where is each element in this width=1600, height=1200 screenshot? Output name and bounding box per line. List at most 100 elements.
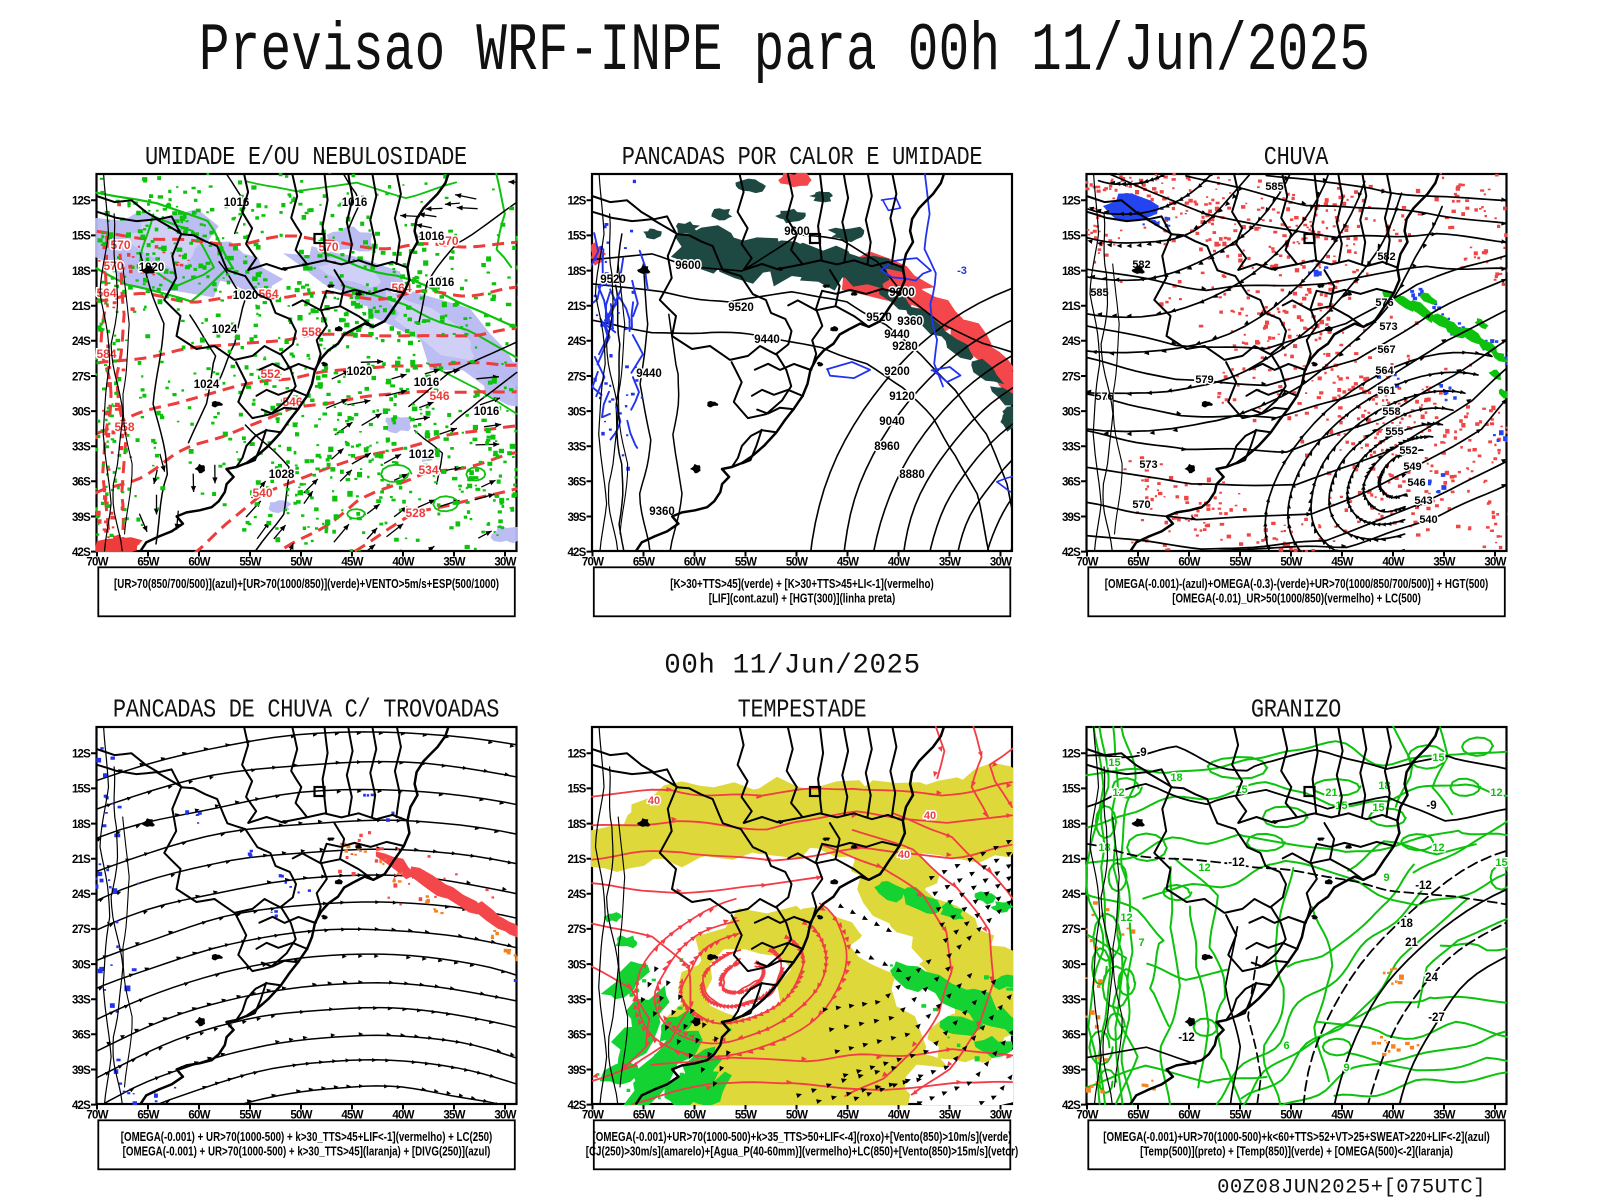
svg-text:18S: 18S (567, 266, 586, 278)
svg-text:PANCADAS DE CHUVA C/ TROVOADAS: PANCADAS DE CHUVA C/ TROVOADAS (113, 696, 499, 725)
svg-text:9360: 9360 (649, 506, 675, 518)
svg-text:35W: 35W (443, 557, 465, 569)
svg-text:45W: 45W (1331, 557, 1353, 569)
svg-text:[UR>70(850/700/500)](azul)+[UR: [UR>70(850/700/500)](azul)+[UR>70(1000/8… (114, 578, 499, 592)
svg-text:70W: 70W (1076, 557, 1098, 569)
svg-text:528: 528 (405, 506, 425, 520)
svg-text:36S: 36S (72, 1030, 91, 1042)
svg-text:534: 534 (418, 463, 438, 477)
svg-text:60W: 60W (1178, 1110, 1200, 1122)
svg-text:9520: 9520 (728, 302, 754, 314)
svg-text:18S: 18S (72, 819, 91, 831)
svg-text:50W: 50W (786, 1110, 808, 1122)
svg-text:33S: 33S (567, 442, 586, 454)
svg-text:30W: 30W (1484, 1110, 1506, 1122)
svg-text:-9: -9 (1136, 747, 1146, 759)
svg-text:21: 21 (1405, 937, 1418, 949)
svg-text:1024: 1024 (194, 379, 220, 391)
svg-text:1016: 1016 (414, 377, 440, 389)
svg-text:-12: -12 (1415, 880, 1432, 892)
svg-text:36S: 36S (567, 1030, 586, 1042)
svg-text:60W: 60W (684, 557, 706, 569)
svg-text:50W: 50W (786, 557, 808, 569)
svg-text:567: 567 (1377, 344, 1395, 356)
svg-text:15: 15 (1335, 800, 1347, 812)
svg-text:00h 11/Jun/2025: 00h 11/Jun/2025 (664, 651, 921, 682)
svg-text:558: 558 (1382, 406, 1400, 418)
svg-text:18: 18 (1170, 772, 1182, 784)
svg-text:35W: 35W (939, 1110, 961, 1122)
svg-text:15S: 15S (567, 231, 586, 243)
svg-text:579: 579 (1195, 374, 1213, 386)
svg-text:30S: 30S (1062, 959, 1081, 971)
svg-text:45W: 45W (341, 557, 363, 569)
svg-text:570: 570 (438, 234, 458, 248)
svg-text:570: 570 (1132, 499, 1150, 511)
svg-text:Previsao WRF-INPE para 00h 11: Previsao WRF-INPE para 00h 11/Jun/2025 (199, 14, 1370, 91)
svg-text:9: 9 (1343, 1062, 1349, 1074)
svg-text:70W: 70W (86, 557, 108, 569)
svg-text:30W: 30W (1484, 557, 1506, 569)
svg-text:42S: 42S (72, 1100, 91, 1112)
svg-text:558: 558 (301, 325, 321, 339)
svg-text:30W: 30W (990, 1110, 1012, 1122)
svg-text:50W: 50W (290, 557, 312, 569)
svg-text:15: 15 (1495, 857, 1507, 869)
svg-text:30S: 30S (72, 959, 91, 971)
svg-text:12: 12 (1490, 787, 1502, 799)
svg-text:21S: 21S (1062, 301, 1081, 313)
svg-text:24S: 24S (72, 889, 91, 901)
svg-text:-3: -3 (957, 265, 967, 277)
svg-text:60W: 60W (1178, 557, 1200, 569)
svg-text:573: 573 (1139, 459, 1157, 471)
svg-text:50W: 50W (1280, 1110, 1302, 1122)
svg-text:70W: 70W (1076, 1110, 1098, 1122)
svg-text:27S: 27S (567, 924, 586, 936)
svg-text:24S: 24S (72, 336, 91, 348)
svg-text:12S: 12S (1062, 749, 1081, 761)
svg-text:24S: 24S (1062, 336, 1081, 348)
svg-text:27S: 27S (72, 924, 91, 936)
svg-text:40W: 40W (392, 1110, 414, 1122)
svg-text:[LIF](cont.azul) + [HGT(300)](: [LIF](cont.azul) + [HGT(300)](linha pret… (709, 592, 896, 606)
svg-text:40: 40 (648, 795, 660, 807)
svg-text:7: 7 (1138, 937, 1144, 949)
svg-text:39S: 39S (72, 512, 91, 524)
svg-text:-9: -9 (1426, 800, 1436, 812)
svg-text:60W: 60W (684, 1110, 706, 1122)
svg-text:9280: 9280 (892, 341, 918, 353)
svg-text:564: 564 (1375, 365, 1394, 377)
svg-text:TEMPESTADE: TEMPESTADE (738, 696, 867, 725)
svg-text:8960: 8960 (874, 441, 900, 453)
svg-text:60W: 60W (188, 1110, 210, 1122)
svg-text:21S: 21S (72, 854, 91, 866)
svg-text:39S: 39S (72, 1065, 91, 1077)
svg-text:9600: 9600 (784, 226, 810, 238)
svg-text:15S: 15S (567, 784, 586, 796)
svg-text:[OMEGA(-0.01)_UR>50(1000/850)(: [OMEGA(-0.01)_UR>50(1000/850)(vermelho) … (1172, 592, 1421, 606)
svg-text:27S: 27S (72, 371, 91, 383)
svg-text:36S: 36S (567, 477, 586, 489)
svg-text:15S: 15S (1062, 231, 1081, 243)
svg-text:1016: 1016 (429, 277, 455, 289)
svg-text:561: 561 (1377, 385, 1395, 397)
svg-text:549: 549 (1403, 461, 1421, 473)
svg-text:12S: 12S (72, 749, 91, 761)
svg-text:30S: 30S (567, 959, 586, 971)
svg-text:12: 12 (1112, 787, 1124, 799)
svg-text:15: 15 (1108, 757, 1120, 769)
svg-text:36S: 36S (1062, 477, 1081, 489)
svg-text:15: 15 (1432, 752, 1444, 764)
svg-text:1016: 1016 (419, 231, 445, 243)
svg-text:15: 15 (1372, 802, 1384, 814)
svg-text:45W: 45W (1331, 1110, 1353, 1122)
svg-text:570: 570 (103, 259, 123, 273)
svg-text:40: 40 (924, 810, 936, 822)
svg-text:GRANIZO: GRANIZO (1251, 696, 1341, 725)
svg-text:27S: 27S (567, 371, 586, 383)
svg-text:CHUVA: CHUVA (1264, 143, 1329, 172)
svg-text:42S: 42S (72, 547, 91, 559)
svg-text:33S: 33S (1062, 442, 1081, 454)
svg-text:65W: 65W (1127, 1110, 1149, 1122)
svg-text:[OMEGA(-0.001)+UR>70(1000-500): [OMEGA(-0.001)+UR>70(1000-500)+k>35_TTS>… (593, 1131, 1012, 1145)
